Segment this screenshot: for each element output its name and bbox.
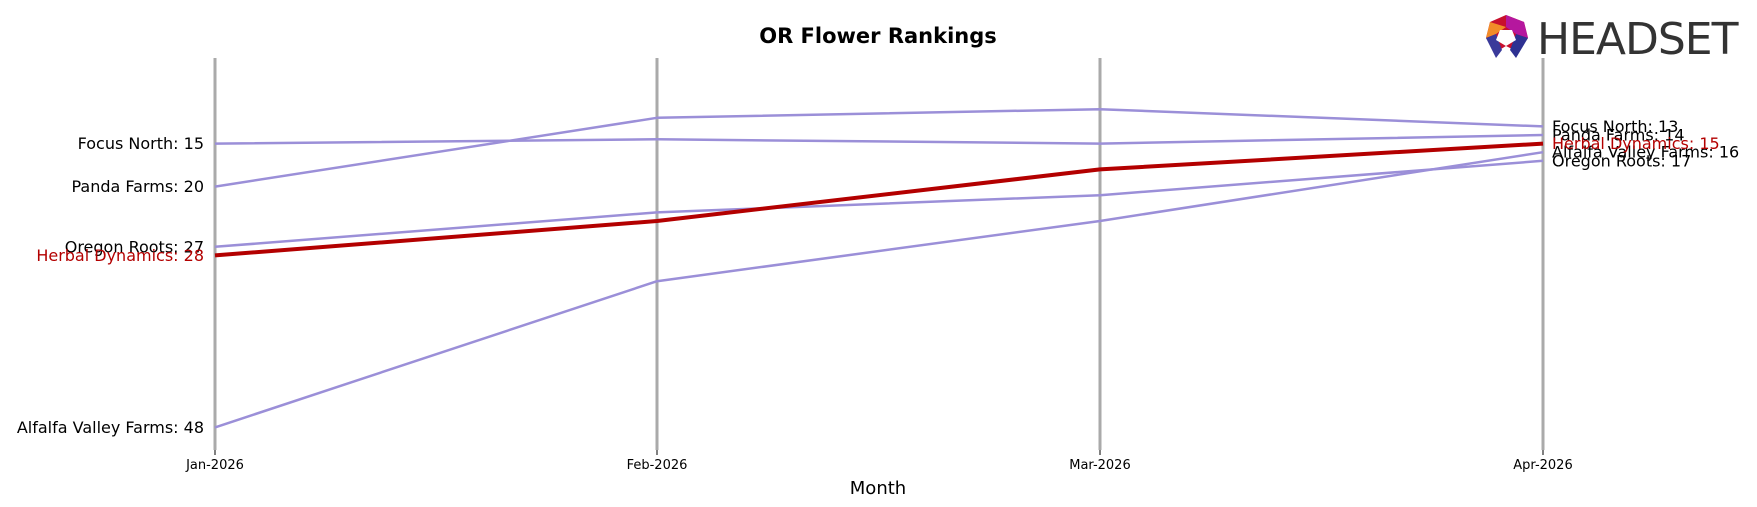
x-tick-label: Jan-2026 [185,458,244,473]
x-tick-label: Feb-2026 [627,458,688,473]
end-label-oregon-roots: Oregon Roots: 17 [1552,151,1691,170]
headset-logo-icon [1486,15,1528,58]
end-label-alfalfa-valley-farms: Alfalfa Valley Farms: 16 [1552,143,1739,162]
start-label-alfalfa-valley-farms: Alfalfa Valley Farms: 48 [17,418,204,437]
x-axis-ticks: Jan-2026 Feb-2026 Mar-2026 Apr-2026 [185,450,1573,473]
x-tick-label: Apr-2026 [1513,458,1572,473]
start-label-oregon-roots: Oregon Roots: 27 [65,237,204,256]
end-label-focus-north: Panda Farms: 14 [1552,126,1685,145]
x-tick-label: Mar-2026 [1069,458,1130,473]
series-line-oregon-roots [214,159,1544,249]
series-lines [214,107,1544,429]
end-label-herbal-dynamics: Herbal Dynamics: 15 [1552,134,1720,153]
headset-logo-text: HEADSET [1537,14,1739,65]
chart-title: OR Flower Rankings [759,24,997,48]
gridlines [213,58,1545,450]
start-label-focus-north: Focus North: 15 [78,134,204,153]
start-label-panda-farms: Panda Farms: 20 [71,177,204,196]
x-axis-label: Month [850,478,906,499]
headset-logo: HEADSET [1486,14,1740,65]
series-line-alfalfa-valley-farms [214,150,1544,429]
start-label-herbal-dynamics: Herbal Dynamics: 28 [36,246,204,265]
series-labels: Focus North: 15 Panda Farms: 14 Panda Farm… [17,117,1739,437]
series-line-herbal-dynamics [214,141,1544,258]
series-line-focus-north [214,133,1544,145]
series-line-panda-farms [214,107,1544,188]
end-label-panda-farms: Focus North: 13 [1552,117,1678,136]
